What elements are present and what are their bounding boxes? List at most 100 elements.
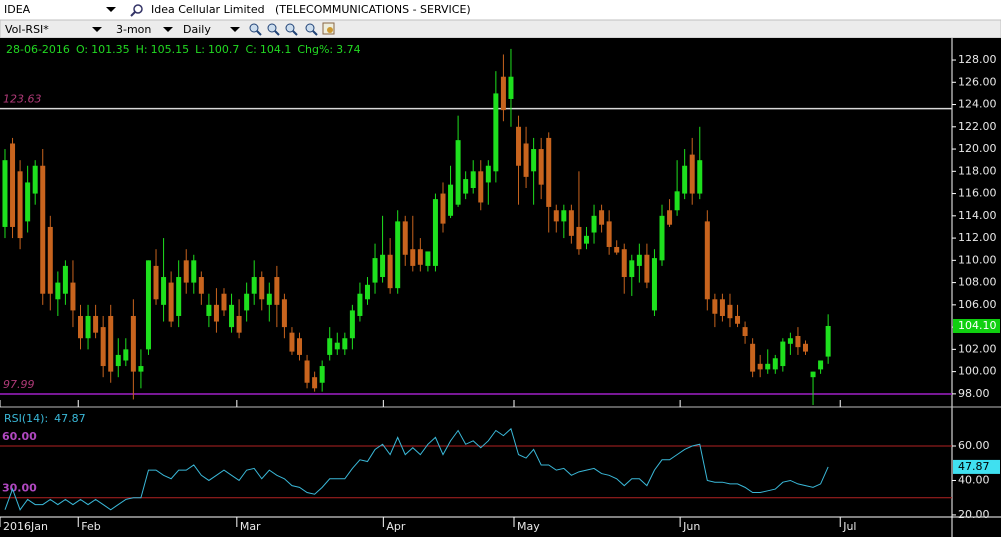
y-tick-label: 128.00: [958, 53, 997, 66]
candle-body: [47, 226, 53, 294]
candle-body: [599, 210, 605, 225]
y-tick-label: 102.00: [958, 342, 997, 355]
header-date: 28-06-2016: [6, 43, 70, 56]
candle-body: [772, 358, 778, 370]
rsi-value-box: [953, 459, 1000, 474]
candle-body: [372, 258, 378, 283]
rsi-value: 47.87: [54, 412, 86, 425]
candle-body: [636, 254, 642, 266]
candle-body: [470, 171, 476, 189]
candle-body: [546, 137, 552, 207]
candle-body: [115, 354, 121, 367]
candle-body: [553, 210, 559, 222]
candle-body: [591, 215, 597, 233]
candle-body: [395, 221, 401, 289]
candle-body: [380, 254, 386, 278]
candle-body: [244, 293, 250, 311]
candle-body: [251, 277, 257, 294]
y-tick-label: 120.00: [958, 142, 997, 155]
candle-body: [183, 260, 189, 283]
candle-body: [614, 246, 620, 253]
candle-body: [485, 165, 491, 183]
candle-body: [440, 193, 446, 224]
header-field-value: 100.7: [208, 43, 240, 56]
candle-body: [191, 260, 197, 283]
candle-body: [266, 293, 272, 305]
candle-body: [229, 304, 235, 328]
y-tick-label: 112.00: [958, 231, 997, 244]
rsi-value-label: 47.87: [958, 460, 990, 473]
candle-body: [674, 191, 680, 211]
header-field-label: L:: [195, 43, 205, 56]
last-price-label: 104.10: [958, 319, 997, 332]
candle-body: [493, 93, 499, 172]
zoom-out-button[interactable]: [267, 23, 280, 36]
candle-body: [40, 165, 46, 294]
candle-body: [667, 210, 673, 225]
zoom-fit-button[interactable]: [285, 23, 298, 36]
search-icon[interactable]: [130, 4, 143, 17]
candle-body: [568, 210, 574, 236]
candle-body: [712, 299, 718, 314]
x-tick-label: Apr: [386, 520, 406, 533]
y-tick-label: 100.00: [958, 365, 997, 378]
candle-body: [735, 315, 741, 324]
candle-body: [750, 343, 756, 372]
ohlc-header: 28-06-2016 O: 101.35 H: 105.15 L: 100.7 C: 104.1…: [6, 43, 361, 56]
header-field-value: 101.35: [91, 43, 130, 56]
study-dropdown[interactable]: [92, 27, 102, 32]
level-label: 97.99: [3, 378, 35, 391]
settings-button[interactable]: [322, 22, 335, 35]
candle-body: [259, 277, 265, 300]
candle-body: [281, 299, 287, 328]
level-label: 60.00: [2, 430, 37, 443]
candle-body: [304, 360, 310, 383]
candle-body: [108, 315, 114, 372]
candle-body: [478, 171, 484, 203]
candle-body: [70, 282, 76, 311]
candle-body: [742, 327, 748, 337]
candle-body: [757, 363, 763, 370]
candle-body: [651, 258, 657, 311]
candle-body: [795, 336, 801, 348]
candle-body: [417, 249, 423, 265]
interval-select[interactable]: Daily: [183, 23, 211, 36]
zoom-reset-button[interactable]: [305, 23, 318, 36]
level-label: 30.00: [2, 482, 37, 495]
candle-body: [274, 277, 280, 305]
candle-body: [402, 221, 408, 255]
y-tick-label: 126.00: [958, 75, 997, 88]
candle-body: [168, 282, 174, 322]
y-tick-label: 122.00: [958, 120, 997, 133]
study-select[interactable]: Vol-RSI*: [5, 23, 49, 36]
level-label: 123.63: [3, 93, 42, 106]
x-tick-label: Jun: [682, 520, 700, 533]
y-tick-label: 116.00: [958, 187, 997, 200]
company-name: Idea Cellular Limited: [151, 3, 265, 16]
symbol-input[interactable]: IDEA: [4, 3, 31, 16]
candle-body: [689, 154, 695, 194]
candle-body: [161, 277, 167, 305]
candle-body: [802, 343, 808, 352]
range-select[interactable]: 3-mon: [116, 23, 151, 36]
candle-body: [704, 221, 710, 300]
candle-body: [719, 299, 725, 316]
header-field-value: 104.1: [260, 43, 292, 56]
candle-body: [818, 360, 824, 370]
candle-body: [153, 265, 159, 300]
interval-dropdown[interactable]: [230, 27, 240, 32]
range-dropdown[interactable]: [163, 27, 173, 32]
candle-body: [508, 76, 514, 99]
candle-body: [531, 149, 537, 172]
candle-body: [432, 199, 438, 266]
zoom-in-button[interactable]: [249, 23, 262, 36]
candle-body: [500, 76, 506, 111]
candle-body: [576, 226, 582, 250]
candle-body: [130, 315, 136, 372]
candle-body: [810, 371, 816, 378]
candle-body: [516, 126, 522, 166]
candle-body: [765, 363, 771, 370]
symbol-dropdown[interactable]: [106, 7, 116, 12]
